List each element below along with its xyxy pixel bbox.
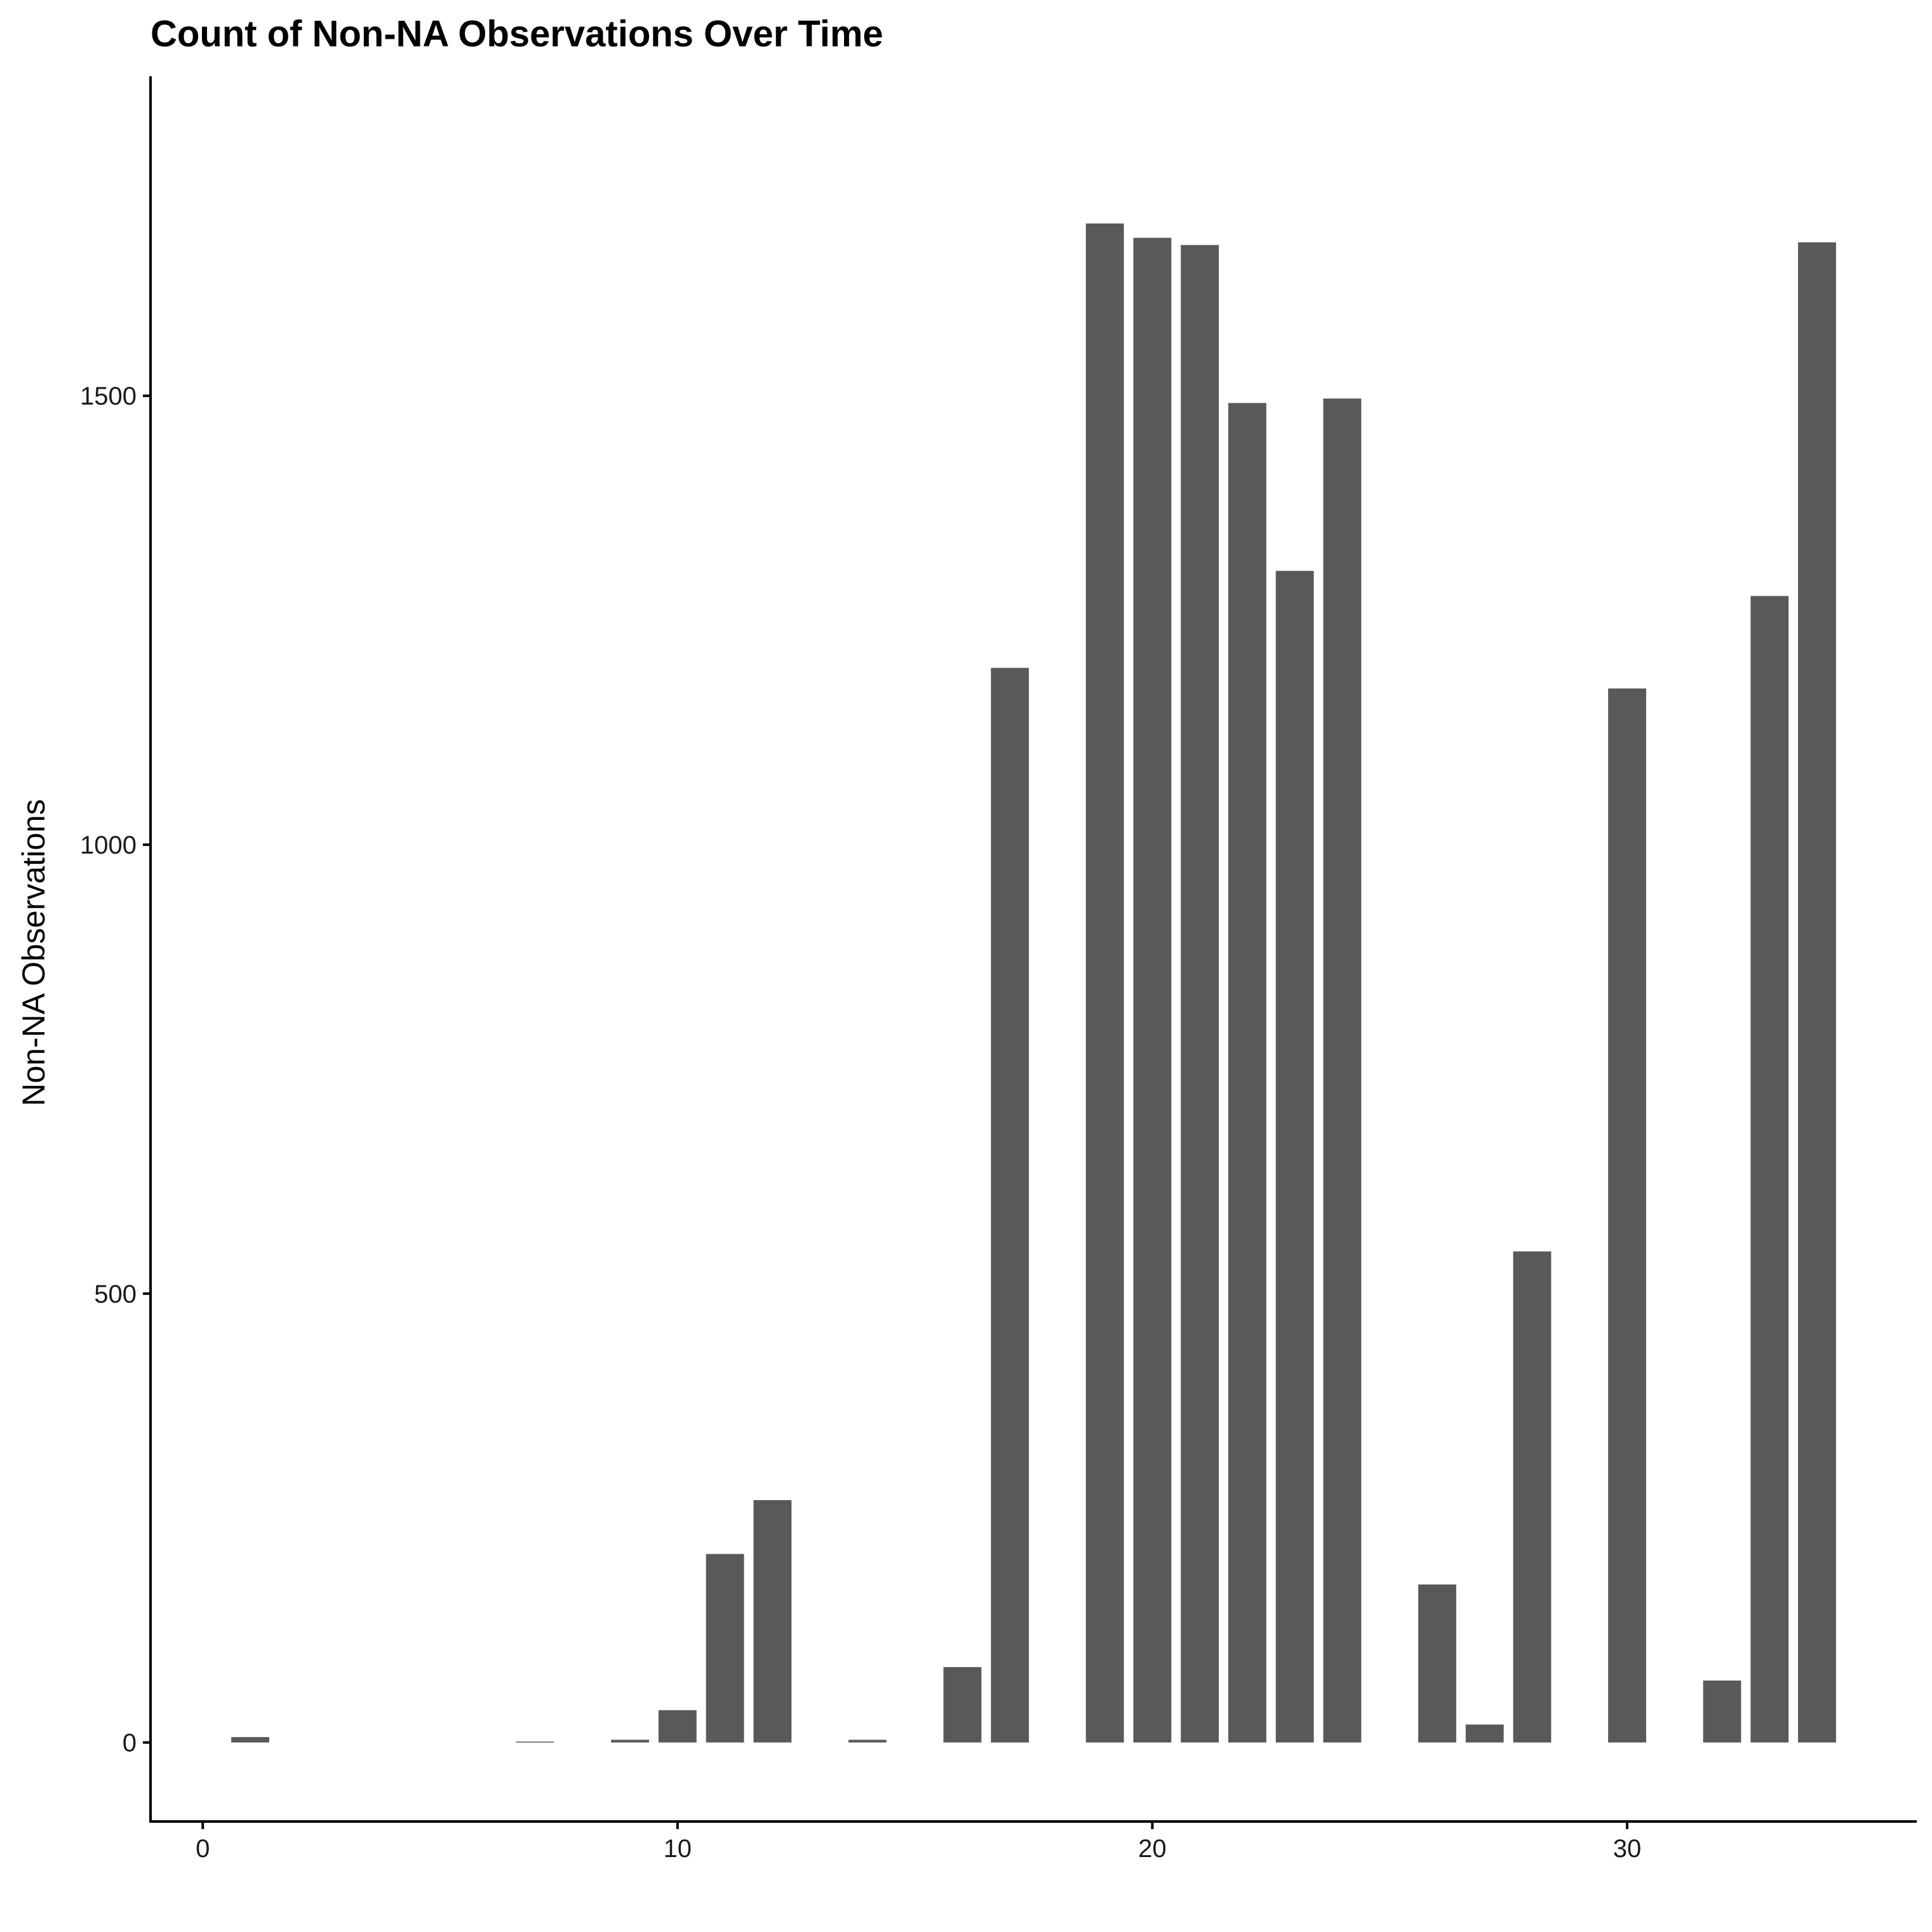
bars-group [231, 223, 1836, 1743]
bar-x-7 [516, 1741, 554, 1743]
bar-x-11 [706, 1553, 744, 1743]
y-tick-label: 500 [94, 1280, 137, 1308]
bar-x-16 [943, 1667, 982, 1743]
bar-x-14 [848, 1740, 887, 1743]
bar-x-24 [1323, 398, 1362, 1743]
bar-x-26 [1418, 1584, 1456, 1743]
bar-x-33 [1750, 596, 1789, 1743]
bar-x-9 [611, 1740, 649, 1743]
bar-x-17 [991, 667, 1030, 1743]
bar-x-27 [1465, 1724, 1504, 1743]
bar-x-32 [1703, 1680, 1741, 1743]
x-tick-label: 0 [196, 1835, 210, 1863]
x-tick-label: 20 [1138, 1835, 1167, 1863]
x-tick-label: 30 [1613, 1835, 1642, 1863]
bar-x-30 [1608, 688, 1646, 1743]
bar-x-21 [1181, 245, 1219, 1743]
chart-title: Count of Non-NA Observations Over Time [151, 13, 883, 55]
y-tick-label: 0 [123, 1729, 137, 1757]
bar-x-20 [1133, 238, 1172, 1743]
bar-x-34 [1798, 242, 1836, 1743]
x-tick-label: 10 [664, 1835, 692, 1863]
bar-x-10 [658, 1710, 697, 1743]
bar-x-22 [1228, 403, 1266, 1743]
bar-x-19 [1085, 223, 1124, 1743]
y-tick-label: 1000 [80, 831, 137, 859]
bar-x-1 [231, 1737, 269, 1743]
bar-x-28 [1513, 1251, 1552, 1743]
bar-x-12 [753, 1499, 792, 1743]
y-axis-label: Non-NA Observations [16, 799, 51, 1106]
y-tick-label: 1500 [80, 382, 137, 410]
x-axis-ticks: 0 10 20 30 [196, 1821, 1641, 1863]
bar-x-23 [1275, 570, 1314, 1743]
y-axis-ticks: 0 500 1000 1500 [80, 382, 151, 1757]
